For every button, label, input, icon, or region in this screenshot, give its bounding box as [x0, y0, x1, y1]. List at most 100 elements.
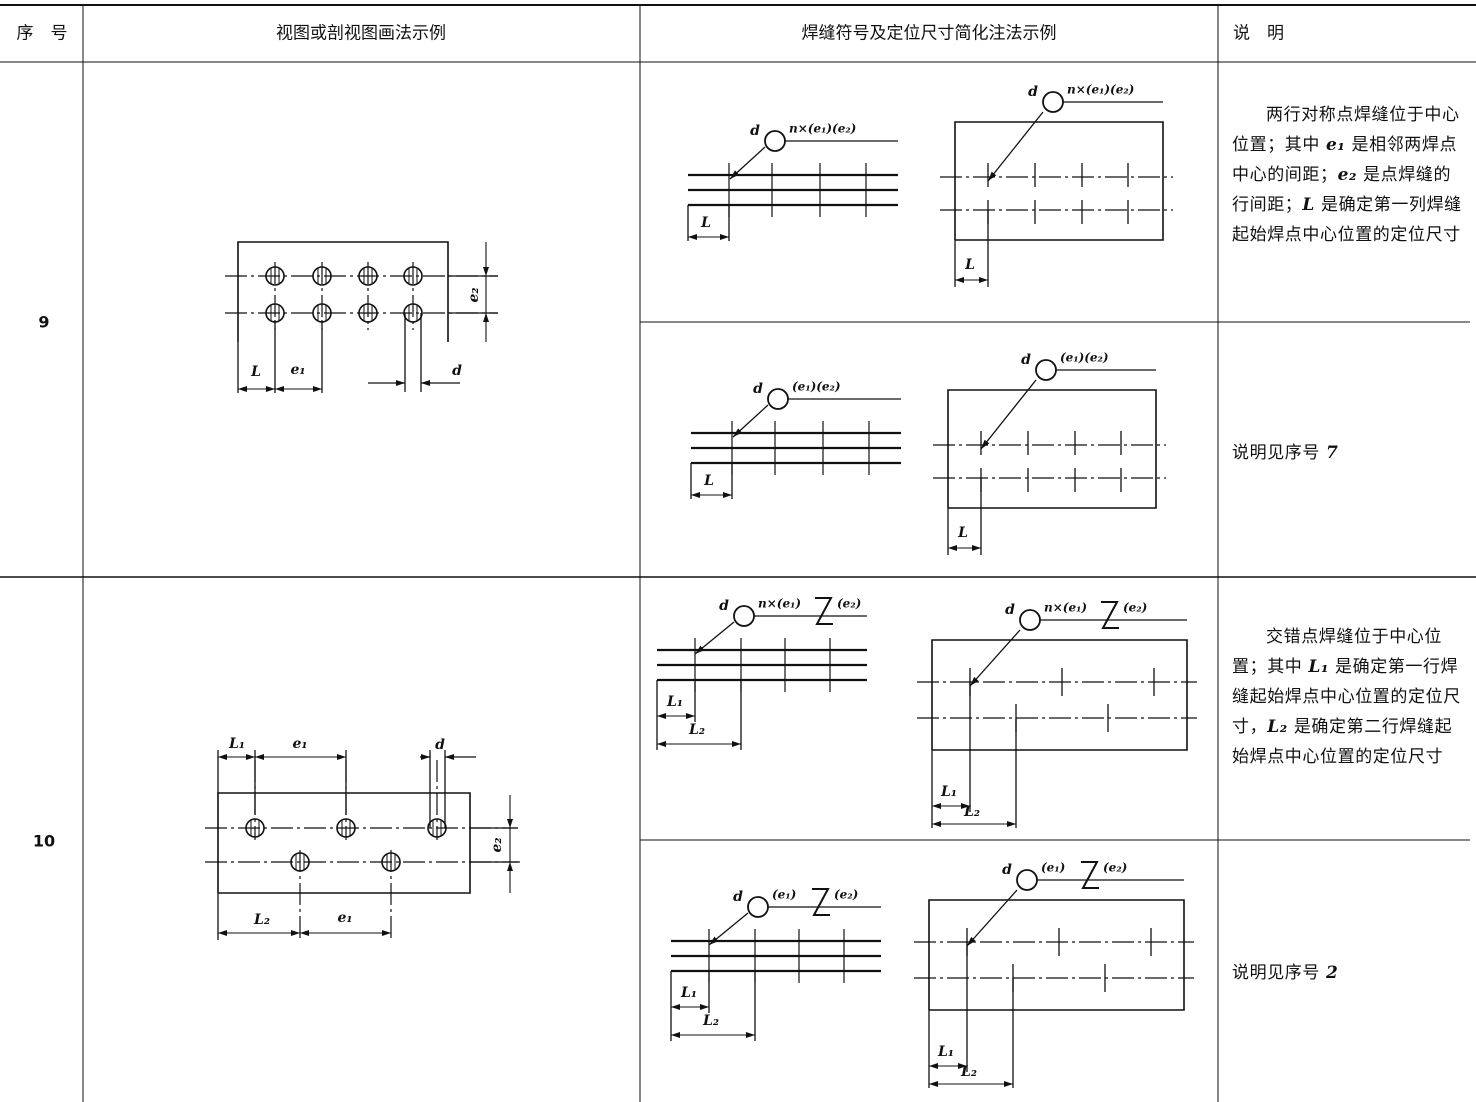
arrow-head	[732, 741, 741, 747]
description-text: 是确定第一行焊缝起始焊点中心位置的定位尺寸，	[1232, 657, 1461, 737]
table-grid	[0, 4, 1476, 1102]
arrow-head	[382, 930, 391, 936]
variable: e₂	[1337, 165, 1358, 185]
arrow-head	[483, 267, 489, 276]
description-text: 两行对称点焊缝位于中心位置；其中	[1232, 105, 1460, 155]
arrow-head	[507, 819, 513, 828]
drawing-label: L₁	[940, 784, 957, 800]
drawing-label: (e₂)	[837, 597, 861, 611]
drawing-label: L₁	[228, 736, 245, 752]
drawing-line	[980, 379, 1037, 450]
header-cell: 说 明	[1233, 24, 1284, 44]
row-number: 9	[38, 313, 49, 332]
arrow-head	[483, 313, 489, 322]
arrow-head	[238, 386, 247, 392]
weld-spot	[265, 266, 285, 286]
arrow-head	[246, 754, 255, 760]
arrow-head	[657, 741, 666, 747]
arrow-head	[671, 1004, 680, 1010]
arrow-head	[700, 1004, 709, 1010]
arrow-head	[958, 1063, 967, 1069]
drawing-label: d	[1005, 602, 1015, 618]
spot-weld-symbol	[767, 388, 789, 410]
arrow-head	[421, 754, 430, 760]
drawing-label: d	[452, 363, 462, 379]
arrow-head	[932, 821, 941, 827]
arrow-head	[218, 930, 227, 936]
arrow-head	[955, 277, 964, 283]
drawing-label: d	[753, 381, 763, 397]
drawing-label: e₁	[290, 362, 305, 378]
arrow-head	[932, 803, 941, 809]
variable: e₁	[1326, 135, 1346, 155]
weld-spot	[358, 303, 378, 323]
drawing-label: d	[435, 737, 445, 753]
arrow-head	[255, 754, 264, 760]
arrow-head	[961, 803, 970, 809]
drawing-label: n×(e₁)	[1044, 601, 1087, 615]
arrow-head	[720, 234, 729, 240]
spot-weld-symbol	[1019, 609, 1041, 631]
drawing-label: (e₁)(e₂)	[1060, 351, 1109, 365]
description: 说明见序号 2	[1232, 958, 1462, 988]
variable: L₂	[1267, 717, 1288, 737]
drawing-label: L₁	[680, 985, 697, 1001]
drawing-line	[969, 629, 1021, 687]
stagger-symbol	[815, 597, 833, 625]
drawing-label: d	[1021, 352, 1031, 368]
spot-weld-symbol	[733, 605, 755, 627]
arrow-head	[313, 386, 322, 392]
header-cell: 序 号	[17, 24, 68, 44]
drawing-label: (e₁)(e₂)	[792, 380, 841, 394]
drawing-label: L₂	[963, 804, 980, 820]
arrow-head	[266, 386, 275, 392]
arrow-head	[1007, 821, 1016, 827]
weld-spot	[245, 818, 265, 838]
plate-outline	[947, 389, 1157, 509]
arrow-head	[746, 1032, 755, 1038]
stagger-symbol	[1101, 601, 1119, 629]
drawing-label: e₁	[292, 736, 307, 752]
drawing-label: d	[719, 598, 729, 614]
weld-spot	[381, 852, 401, 872]
drawing-label: e₂	[466, 287, 482, 302]
drawing-label: d	[750, 123, 760, 139]
arrow-head	[1004, 1081, 1013, 1087]
weld-spot	[290, 852, 310, 872]
weld-spot	[336, 818, 356, 838]
drawing-label: e₂	[489, 837, 505, 852]
arrow-head	[730, 170, 740, 179]
drawing-label: (e₂)	[1103, 861, 1127, 875]
drawing-label: L	[964, 257, 975, 273]
drawing-label: (e₁)	[1041, 861, 1065, 875]
description: 说明见序号 7	[1232, 438, 1462, 468]
description: 两行对称点焊缝位于中心位置；其中 e₁ 是相邻两焊点中心的间距；e₂ 是点焊缝的…	[1232, 100, 1462, 250]
plate-outline	[928, 899, 1185, 1011]
description: 交错点焊缝位于中心位置；其中 L₁ 是确定第一行焊缝起始焊点中心位置的定位尺寸，…	[1232, 622, 1462, 772]
arrow-head	[688, 234, 697, 240]
arrow-head	[218, 754, 227, 760]
description-text: 说明见序号	[1232, 443, 1327, 463]
header-cell: 视图或剖视图画法示例	[276, 24, 446, 44]
arrow-head	[972, 545, 981, 551]
drawing-label: L₂	[253, 912, 270, 928]
arrow-head	[337, 754, 346, 760]
arrow-head	[671, 1032, 680, 1038]
plate-outline	[931, 639, 1188, 751]
arrow-head	[657, 713, 666, 719]
drawing-line	[966, 889, 1018, 947]
stagger-symbol	[812, 888, 830, 916]
arrow-head	[929, 1063, 938, 1069]
drawing-line	[987, 111, 1044, 182]
drawing-label: L	[957, 525, 968, 541]
spot-weld-symbol	[764, 130, 786, 152]
weld-spot	[312, 266, 332, 286]
variable: L₁	[1308, 657, 1330, 677]
arrow-head	[970, 676, 979, 686]
arrow-head	[445, 754, 454, 760]
spot-weld-symbol	[1016, 869, 1038, 891]
arrow-head	[507, 862, 513, 871]
drawing-label: e₁	[337, 910, 352, 926]
